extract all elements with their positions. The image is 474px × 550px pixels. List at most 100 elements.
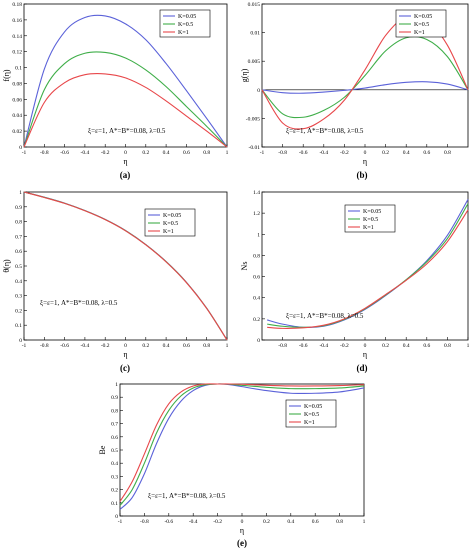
- x-tick-label: -1: [22, 343, 27, 349]
- x-tick-label: 0.8: [203, 150, 210, 156]
- x-tick-label: 0.6: [183, 150, 190, 156]
- chart-panel-3: -1 -0.8 -0.6 -0.4 -0.2 0 0.2 0.4 0.6 0.8 1 0 0.1 0.2 0…: [2, 190, 229, 373]
- x-tick-label: 0.2: [142, 343, 149, 349]
- y-tick-label: 0: [19, 338, 22, 344]
- x-tick-label: 1: [226, 343, 229, 349]
- y-tick-label: 0.16: [12, 18, 22, 24]
- y-tick-label: 0.14: [12, 34, 22, 40]
- y-tick-label: 0.01: [250, 31, 260, 37]
- plot-frame: [23, 191, 228, 341]
- y-tick-label: 1: [257, 232, 260, 238]
- y-tick-label: 1.2: [253, 211, 260, 217]
- panel-label: (b): [357, 170, 368, 180]
- x-tick-label: 0.8: [203, 343, 210, 349]
- panel-label: (c): [120, 363, 130, 373]
- y-tick-label: 0.6: [253, 275, 260, 281]
- x-axis-label: η: [240, 526, 244, 535]
- y-tick-label: 0.2: [111, 488, 118, 494]
- y-tick-label: 0.1: [15, 323, 22, 329]
- x-tick-label: 0.4: [287, 519, 294, 525]
- y-tick-label: -0.005: [246, 116, 260, 122]
- parameter-annotation: ξ=ε=1, A*=B*=0.08, λ=0.5: [286, 127, 364, 135]
- x-tick-label: -1: [260, 150, 265, 156]
- x-tick-label: -0.2: [340, 150, 349, 156]
- parameter-annotation: ξ=ε=1, A*=B*=0.08, λ=0.5: [148, 492, 226, 500]
- chart-panel-1: -1 -0.8 -0.6 -0.4 -0.2 0 0.2 0.4 0.6 0.8 1 0 0.02 0.0…: [2, 2, 229, 180]
- series-line-2: [261, 36, 469, 119]
- x-tick-label: 0.8: [336, 519, 343, 525]
- x-tick-label: 0.6: [183, 343, 190, 349]
- y-tick-label: 0.06: [12, 97, 22, 103]
- legend-label: K=0.5: [414, 22, 429, 28]
- x-tick-label: 0.6: [423, 150, 430, 156]
- x-tick-label: 0.4: [403, 150, 410, 156]
- series-line-3: [23, 72, 228, 148]
- series-line-1: [261, 81, 469, 94]
- x-tick-label: 0: [124, 343, 127, 349]
- legend-label: K=1: [178, 30, 189, 36]
- x-tick-label: -0.6: [299, 150, 308, 156]
- y-tick-label: 0.18: [12, 2, 22, 8]
- y-tick-label: 0.015: [248, 2, 261, 8]
- y-tick-label: 0.4: [15, 279, 22, 285]
- legend-label: K=1: [414, 30, 425, 36]
- x-tick-label: 1: [226, 150, 229, 156]
- y-tick-label: 0.3: [111, 474, 118, 480]
- y-tick-label: 0.4: [253, 296, 260, 302]
- y-tick-label: -0.01: [249, 145, 261, 151]
- x-tick-label: 0.2: [382, 343, 389, 349]
- y-tick-label: 1: [115, 382, 118, 388]
- y-tick-label: 0.6: [111, 435, 118, 441]
- y-tick-label: 1.4: [253, 190, 260, 196]
- x-tick-label: 0.4: [163, 150, 170, 156]
- x-tick-label: -1: [118, 519, 123, 525]
- legend-label: K=0.05: [163, 213, 181, 219]
- parameter-annotation: ξ=ε=1, A*=B*=0.08, λ=0.5: [88, 127, 166, 135]
- y-tick-label: 0.8: [253, 253, 260, 259]
- x-tick-label: 0.2: [142, 150, 149, 156]
- series-line-2: [23, 51, 228, 148]
- parameter-annotation: ξ=ε=1, A*=B*=0.08, λ=0.5: [40, 299, 118, 307]
- legend-label: K=1: [363, 225, 374, 231]
- y-tick-label: 0: [257, 88, 260, 94]
- y-tick-label: 0.4: [111, 461, 118, 467]
- chart-panel-2: -1 -0.8 -0.6 -0.4 -0.2 0 0.2 0.4 0.6 0.8 -0.01 -0.0…: [240, 2, 469, 180]
- x-tick-label: 0.2: [263, 519, 270, 525]
- y-tick-label: 0.6: [15, 249, 22, 255]
- y-tick-label: 0.08: [12, 81, 22, 87]
- y-tick-label: 1: [19, 190, 22, 196]
- y-tick-label: 0.9: [15, 205, 22, 211]
- legend-label: K=1: [163, 229, 174, 235]
- y-tick-label: 0.2: [15, 308, 22, 314]
- panel-label: (a): [120, 170, 131, 180]
- y-tick-label: 0.5: [111, 448, 118, 454]
- x-tick-label: -0.6: [164, 519, 173, 525]
- y-tick-label: 0.1: [15, 66, 22, 72]
- x-tick-label: 0.6: [423, 343, 430, 349]
- series-line-1: [23, 14, 228, 148]
- x-tick-label: 0.6: [312, 519, 319, 525]
- y-axis-label: g(η): [240, 68, 249, 82]
- x-tick-label: 0: [124, 150, 127, 156]
- y-axis-label: f(η): [2, 69, 11, 82]
- legend-label: K=0.5: [304, 412, 319, 418]
- x-tick-label: -0.8: [40, 150, 49, 156]
- x-axis-label: η: [363, 350, 367, 359]
- parameter-annotation: ξ=ε=1, A*=B*=0.08, λ=0.5: [286, 312, 364, 320]
- x-tick-label: 0: [364, 150, 367, 156]
- x-tick-label: -0.4: [319, 150, 328, 156]
- y-tick-label: 0.8: [111, 408, 118, 414]
- x-tick-label: 0.8: [444, 150, 451, 156]
- y-tick-label: 0.02: [12, 129, 22, 135]
- x-axis-label: η: [123, 157, 127, 166]
- x-tick-label: -0.6: [60, 150, 69, 156]
- x-tick-label: -0.6: [60, 343, 69, 349]
- y-tick-label: 0.8: [15, 220, 22, 226]
- y-tick-label: 0.7: [15, 234, 22, 240]
- panel-label: (d): [357, 363, 368, 373]
- x-axis-label: η: [363, 157, 367, 166]
- y-tick-label: 0: [19, 145, 22, 151]
- y-tick-label: 0.1: [111, 501, 118, 507]
- x-tick-label: -0.2: [101, 150, 110, 156]
